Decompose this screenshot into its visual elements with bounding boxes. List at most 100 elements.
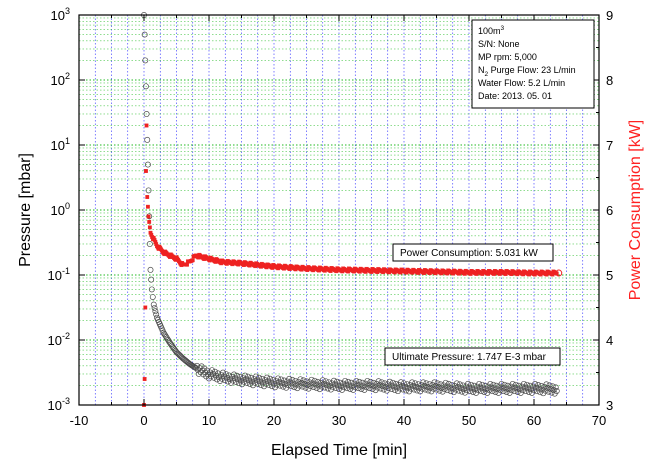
- pressure-point: [146, 213, 153, 220]
- x-tick-label: 10: [202, 413, 216, 428]
- grid: [78, 15, 600, 405]
- pressure-point: [553, 388, 560, 394]
- pressure-point: [144, 136, 151, 143]
- pressure-point: [141, 31, 148, 38]
- y-left-tick-label: 10-2: [48, 331, 70, 348]
- pressure-point: [330, 377, 337, 384]
- pressure-point: [297, 376, 304, 383]
- pressure-point: [389, 379, 396, 386]
- pressure-point: [142, 57, 149, 64]
- y-left-tick-label: 100: [51, 201, 70, 218]
- pressure-point: [552, 384, 559, 391]
- pressure-point: [367, 378, 374, 385]
- pressure-point: [434, 380, 441, 387]
- x-tick-label: 30: [332, 413, 346, 428]
- pressure-point: [289, 376, 296, 383]
- pressure-point: [356, 378, 363, 385]
- x-tick-label: 40: [397, 413, 411, 428]
- pressure-point: [487, 380, 494, 387]
- pressure-point: [231, 371, 237, 378]
- power-point: [147, 220, 152, 224]
- x-axis-label: Elapsed Time [min]: [271, 442, 407, 459]
- power-end-marker: [555, 269, 563, 277]
- power-point: [190, 258, 195, 263]
- pressure-point: [275, 375, 282, 382]
- pressure-point: [386, 378, 393, 385]
- pressure-point: [342, 377, 349, 384]
- pressure-point: [364, 377, 371, 384]
- pressure-point: [322, 378, 329, 385]
- pressure-point: [234, 372, 240, 379]
- y-left-tick-label: 10-3: [48, 396, 70, 413]
- pressure-point: [375, 378, 382, 385]
- pressure-point: [512, 381, 519, 388]
- pressure-point: [253, 373, 259, 380]
- y-right-tick-label: 4: [606, 333, 613, 348]
- pressure-point: [423, 380, 430, 387]
- pressure-point: [148, 286, 155, 293]
- power-series: [142, 123, 563, 407]
- pressure-point: [163, 334, 170, 340]
- power-point: [146, 214, 151, 219]
- pressure-point: [412, 380, 419, 387]
- pressure-point: [378, 379, 385, 386]
- pressure-point: [256, 374, 262, 381]
- y-left-axis-label: Pressure [mbar]: [17, 153, 34, 267]
- info-line: Date: 2013. 05. 01: [478, 91, 552, 101]
- pressure-point: [209, 367, 215, 374]
- y-left-tick-label: 101: [51, 136, 70, 153]
- pressure-point: [144, 161, 151, 168]
- pressure-point: [442, 379, 449, 386]
- x-tick-label: 20: [267, 413, 281, 428]
- pressure-point: [165, 337, 172, 343]
- pressure-point: [409, 379, 416, 386]
- pressure-point: [161, 331, 168, 338]
- pressure-point: [191, 363, 198, 370]
- x-tick-label: 50: [462, 413, 476, 428]
- pressure-point: [538, 383, 545, 389]
- pressure-point: [398, 379, 404, 386]
- pressure-point: [482, 382, 489, 389]
- pressure-point: [526, 382, 533, 389]
- pressure-point: [476, 380, 483, 387]
- pressure-point: [515, 382, 522, 389]
- pressure-point: [308, 376, 315, 383]
- pressure-point: [242, 372, 248, 379]
- pressure-point: [148, 276, 155, 283]
- pressure-point: [162, 332, 169, 339]
- pressure-point: [348, 379, 355, 386]
- axis-ticks: [78, 14, 600, 406]
- pressure-point: [212, 368, 218, 375]
- pressure-point: [150, 301, 157, 308]
- pressure-point: [300, 377, 307, 384]
- pressure-point: [468, 381, 474, 388]
- y-right-tick-label: 9: [606, 8, 613, 23]
- pressure-point: [479, 381, 486, 388]
- pressure-point: [501, 381, 508, 388]
- y-right-tick-label: 5: [606, 268, 613, 283]
- y-right-axis-label: Power Consumption [kW]: [627, 120, 644, 301]
- pressure-point: [520, 380, 527, 387]
- pressure-point: [160, 329, 167, 336]
- pressure-point: [145, 187, 152, 194]
- y-left-tick-label: 103: [51, 6, 70, 23]
- power-callout-text: Power Consumption: 5.031 kW: [400, 248, 538, 259]
- pressure-callout: Ultimate Pressure: 1.747 E-3 mbar: [384, 347, 561, 366]
- pressure-point: [245, 373, 251, 380]
- y-right-tick-label: 3: [606, 398, 613, 413]
- pressure-point: [164, 335, 171, 342]
- power-point: [185, 262, 189, 267]
- info-line: MP rpm: 5,000: [478, 52, 537, 62]
- pressure-point: [415, 381, 422, 388]
- pressure-point: [153, 311, 160, 318]
- pressure-point: [223, 371, 229, 377]
- x-tick-label: 0: [140, 413, 147, 428]
- x-tick-label: 60: [527, 413, 541, 428]
- pressure-point: [453, 380, 460, 387]
- pressure-point: [404, 381, 410, 388]
- pressure-point: [149, 294, 156, 300]
- power-callout: Power Consumption: 5.031 kW: [392, 243, 554, 262]
- y-right-tick-label: 8: [606, 73, 613, 88]
- pressure-point: [504, 382, 511, 389]
- pressure-point: [543, 381, 550, 388]
